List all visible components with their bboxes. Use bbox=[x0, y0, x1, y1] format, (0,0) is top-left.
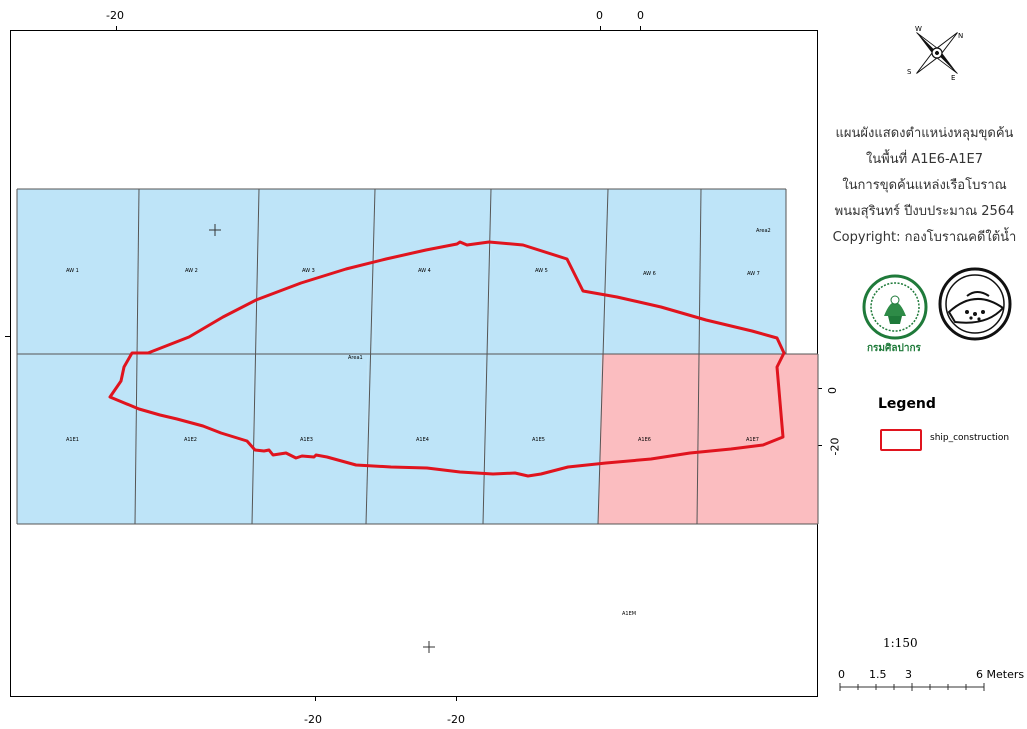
cell-aw3 bbox=[257, 189, 375, 354]
scale-label: 0 bbox=[838, 668, 845, 681]
fine-arts-department-logo bbox=[862, 274, 928, 340]
area-label: Area1 bbox=[348, 355, 363, 361]
cell-a1e2 bbox=[135, 354, 254, 524]
top-tick-label: 0 bbox=[637, 9, 644, 22]
cell-label: A1E2 bbox=[184, 437, 197, 443]
cell-label: A1E7 bbox=[746, 437, 759, 443]
bottom-tick-mark bbox=[315, 697, 316, 701]
map-frame: AW 1 AW 2 AW 3 AW 4 AW 5 AW 6 AW 7 A1E1 … bbox=[10, 30, 819, 697]
top-tick-mark bbox=[640, 26, 641, 30]
bottom-tick-label: -20 bbox=[447, 713, 465, 726]
map-title-line: พนมสุรินทร์ ปีงบประมาณ 2564 bbox=[834, 204, 1015, 219]
legend-item-label: ship_construction bbox=[930, 433, 1010, 443]
map-title-line: ในการขุดค้นแหล่งเรือโบราณ bbox=[842, 178, 1007, 193]
cell-label: A1E5 bbox=[532, 437, 545, 443]
cell-label: AW 4 bbox=[418, 268, 431, 274]
grid-lines bbox=[16, 188, 819, 525]
underwater-archaeology-logo bbox=[938, 267, 1012, 341]
top-tick-mark bbox=[600, 26, 601, 30]
right-tick-mark bbox=[818, 445, 822, 446]
cell-aw4 bbox=[373, 189, 491, 354]
cell-aw1 bbox=[17, 189, 139, 354]
cell-a1e5 bbox=[483, 354, 602, 524]
map-title-line: Copyright: กองโบราณคดีใต้น้ำ bbox=[832, 230, 1017, 245]
grid-bottom-row bbox=[17, 354, 818, 524]
right-tick-label: -20 bbox=[828, 437, 842, 456]
bottom-tick-label: -20 bbox=[304, 713, 322, 726]
top-tick-label: -20 bbox=[106, 9, 124, 22]
cell-label: AW 7 bbox=[747, 271, 760, 277]
bottom-tick-mark bbox=[456, 697, 457, 701]
south-letter: S bbox=[907, 68, 912, 76]
cell-a1e6 bbox=[598, 354, 699, 524]
ship-construction-outline bbox=[108, 240, 786, 478]
top-tick-mark bbox=[116, 26, 117, 30]
cell-label: AW 6 bbox=[643, 271, 656, 277]
cell-a1e4 bbox=[366, 354, 485, 524]
crosshair-marker bbox=[209, 224, 221, 236]
cell-a1e7 bbox=[697, 354, 818, 524]
cell-a1e3 bbox=[252, 354, 368, 524]
cell-label: AW 3 bbox=[302, 268, 315, 274]
fine-arts-department-caption: กรมศิลปากร bbox=[867, 343, 921, 354]
area-label: A1EM bbox=[622, 611, 637, 617]
cell-label: AW 2 bbox=[185, 268, 198, 274]
map-title-line: ในพื้นที่ A1E6-A1E7 bbox=[865, 152, 984, 167]
scale-bar bbox=[839, 683, 985, 691]
top-tick-label: 0 bbox=[596, 9, 603, 22]
legend-swatch bbox=[880, 429, 922, 451]
scale-ratio: 1:150 bbox=[883, 636, 918, 650]
right-tick-mark bbox=[818, 388, 822, 389]
grid-top-row bbox=[17, 189, 786, 354]
cell-aw7 bbox=[699, 189, 786, 354]
map-canvas bbox=[16, 188, 819, 653]
cell-label: A1E6 bbox=[638, 437, 651, 443]
left-tick-mark bbox=[5, 336, 10, 337]
cell-label: AW 1 bbox=[66, 268, 79, 274]
area-label: Area2 bbox=[756, 228, 771, 234]
cell-aw5 bbox=[489, 189, 608, 354]
legend-title: Legend bbox=[878, 396, 936, 412]
north-arrow-icon: N E S W bbox=[907, 25, 963, 82]
scale-label: 3 bbox=[905, 668, 912, 681]
east-letter: E bbox=[951, 74, 955, 82]
crosshair-marker bbox=[423, 641, 435, 653]
right-tick-label: 0 bbox=[826, 387, 839, 394]
scale-label: 6 Meters bbox=[976, 668, 1025, 681]
scale-label: 1.5 bbox=[869, 668, 887, 681]
cell-label: A1E3 bbox=[300, 437, 313, 443]
north-letter: N bbox=[958, 32, 963, 40]
cell-label: A1E1 bbox=[66, 437, 79, 443]
west-letter: W bbox=[915, 25, 922, 33]
cell-label: A1E4 bbox=[416, 437, 429, 443]
cell-a1e1 bbox=[17, 354, 136, 524]
cell-label: AW 5 bbox=[535, 268, 548, 274]
map-title-line: แผนผังแสดงตำแหน่งหลุมขุดค้น bbox=[835, 126, 1014, 141]
